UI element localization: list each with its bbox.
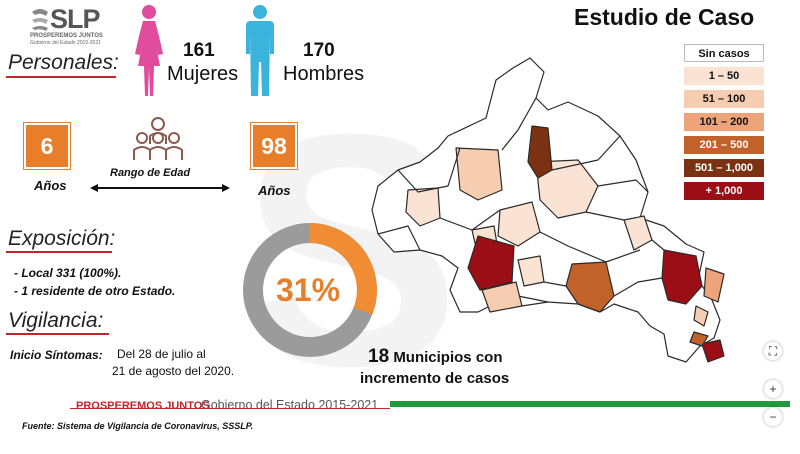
personales-label: Personales: — [8, 51, 119, 74]
map-region — [455, 147, 503, 201]
map-legend: Sin casos 1 – 50 51 – 100 101 – 200 201 – 50… — [684, 44, 764, 205]
source-note: Fuente: Sistema de Vigilancia de Coronav… — [22, 421, 254, 431]
municipios-line1: 18 Municipios con — [368, 346, 503, 367]
footer-brand: PROSPEREMOS JUNTOS — [76, 400, 210, 412]
municipios-line2: incremento de casos — [360, 370, 510, 387]
page-title: Estudio de Caso — [574, 4, 755, 30]
mujeres-count: 161 — [183, 40, 215, 61]
exposicion-item-2: - 1 residente de otro Estado. — [14, 284, 176, 298]
state-map — [371, 57, 725, 363]
legend-item: Sin casos — [684, 44, 764, 62]
exposicion-underline — [6, 251, 112, 253]
map-region — [527, 125, 553, 179]
percentage-donut-chart — [243, 223, 377, 357]
legend-item: 201 – 500 — [684, 136, 764, 154]
map-region — [693, 305, 709, 327]
footer-government: Gobierno del Estado 2015-2021 — [201, 398, 379, 412]
inicio-sintomas-line1: Del 28 de julio al — [117, 347, 206, 361]
inicio-sintomas-label: Inicio Síntomas: — [10, 348, 103, 362]
legend-item: + 1,000 — [684, 182, 764, 200]
map-region — [565, 261, 615, 313]
female-icon — [135, 5, 163, 96]
zoom-out-button[interactable]: − — [764, 408, 782, 426]
exposicion-item-1: - Local 331 (100%). — [14, 266, 122, 280]
legend-item: 1 – 50 — [684, 67, 764, 85]
age-min-box: 6 — [23, 122, 71, 170]
municipios-label: Municipios con — [393, 349, 503, 366]
group-people-icon — [133, 117, 183, 160]
zoom-in-button[interactable]: + — [764, 380, 782, 398]
donut-percent-text: 31% — [276, 272, 341, 308]
vigilancia-label: Vigilancia: — [8, 309, 104, 332]
male-icon — [246, 5, 274, 96]
fit-view-button[interactable]: ⛶ — [764, 342, 782, 360]
mujeres-label: Mujeres — [167, 63, 239, 85]
municipios-count: 18 — [368, 346, 390, 367]
footer-green-bar — [390, 401, 790, 407]
personales-underline — [6, 76, 116, 78]
legend-item: 51 – 100 — [684, 90, 764, 108]
legend-item: 501 – 1,000 — [684, 159, 764, 177]
hombres-count: 170 — [303, 40, 335, 61]
vigilancia-underline — [6, 333, 109, 335]
age-min-unit: Años — [34, 178, 67, 193]
range-arrow-icon — [90, 184, 230, 192]
legend-item: 101 – 200 — [684, 113, 764, 131]
exposicion-label: Exposición: — [8, 227, 116, 250]
inicio-sintomas-line2: 21 de agosto del 2020. — [112, 364, 235, 378]
age-max-box: 98 — [250, 122, 298, 170]
footer-red-line — [70, 408, 390, 409]
logo-subtitle-1: PROSPEREMOS JUNTOS — [30, 33, 103, 39]
logo-text: SLP — [50, 4, 101, 34]
rango-label: Rango de Edad — [110, 167, 191, 179]
map-region — [703, 267, 725, 303]
age-max-unit: Años — [258, 183, 291, 198]
donut-fill — [243, 223, 377, 357]
map-region — [405, 187, 441, 227]
map-region — [497, 201, 541, 247]
slp-logo-icon — [32, 9, 48, 31]
logo-subtitle-2: Gobierno del Estado 2015-2021 — [30, 40, 101, 46]
map-region — [467, 235, 515, 291]
map-region — [689, 331, 709, 347]
hombres-label: Hombres — [283, 63, 365, 85]
map-region — [701, 339, 725, 363]
